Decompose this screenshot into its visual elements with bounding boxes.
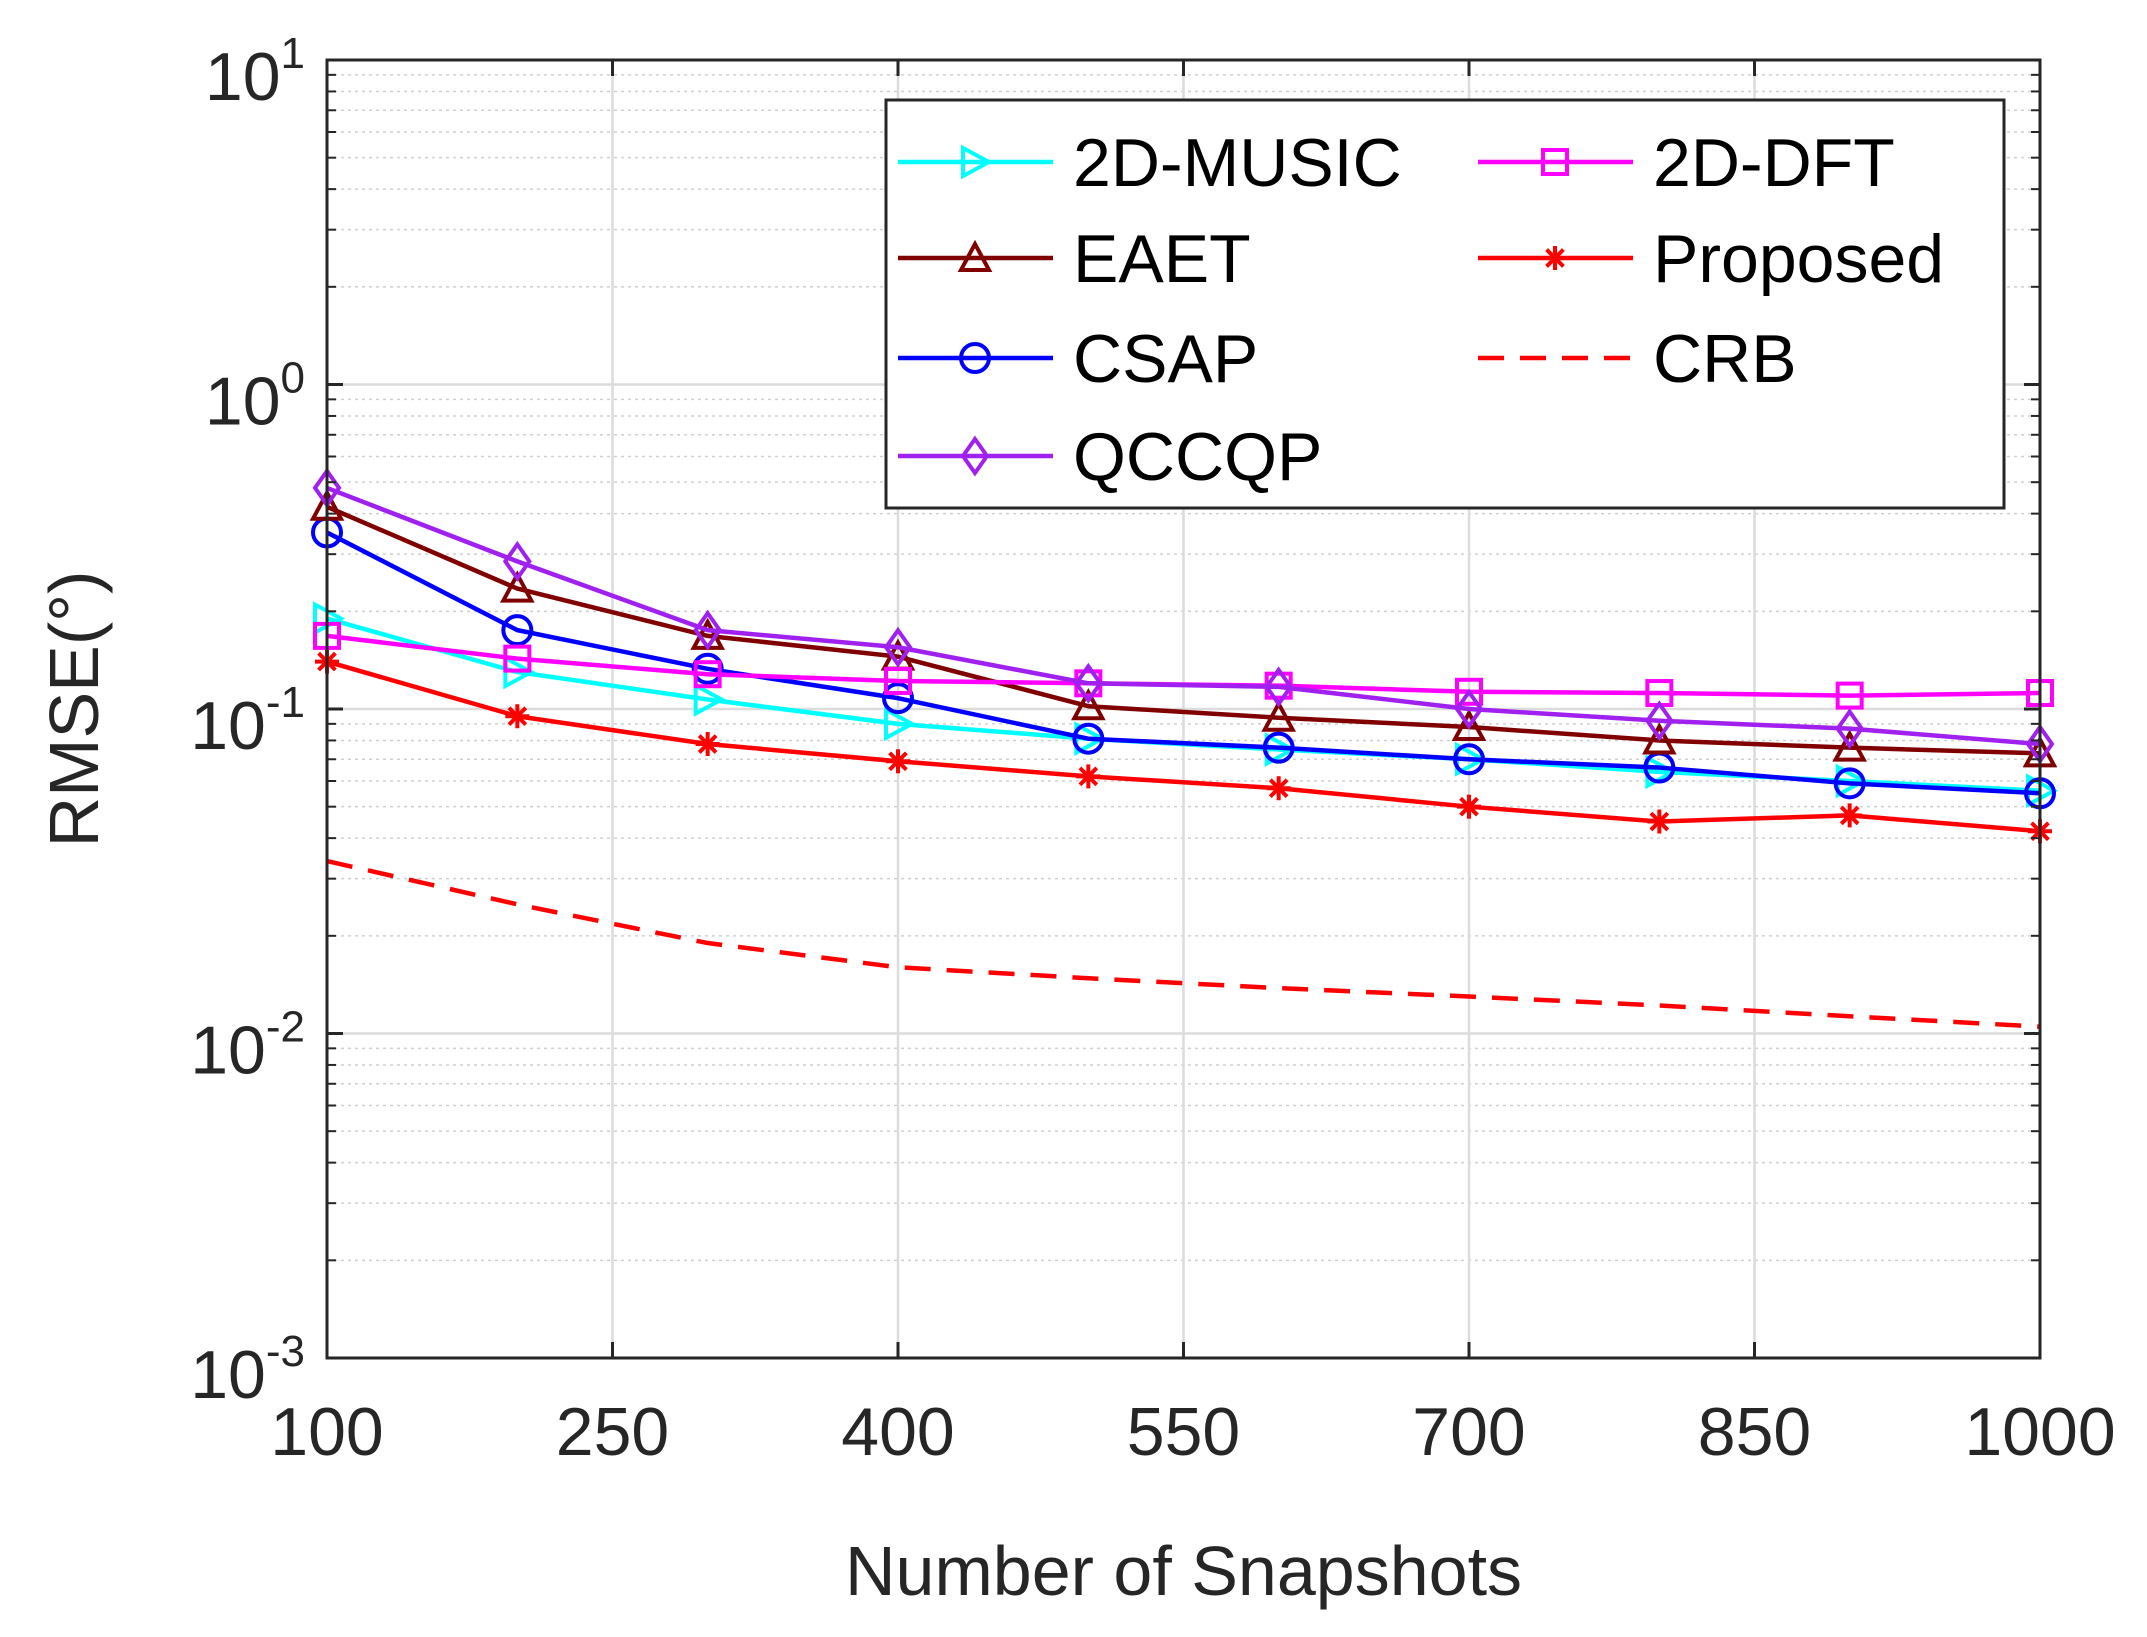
legend-entry-crb: CRB	[1478, 321, 1797, 397]
y-axis-title: RMSE(°)	[35, 571, 113, 848]
y-tick-label: 10-2	[190, 1003, 305, 1089]
data-point-qccqp	[1644, 700, 1674, 742]
data-point-proposed	[1837, 803, 1862, 828]
legend-entry-2d-music: 2D-MUSIC	[898, 125, 1402, 201]
data-point-proposed	[695, 732, 720, 757]
legend-entry-csap: CSAP	[898, 321, 1258, 397]
series-line-qccqp	[326, 485, 2041, 747]
data-point-eaet	[499, 570, 535, 603]
x-tick-label: 400	[841, 1394, 954, 1470]
legend-entry-eaet: EAET	[898, 221, 1251, 297]
asterisk-stroke	[888, 751, 908, 772]
data-point-qccqp	[1264, 666, 1294, 708]
data-point-qccqp	[1835, 708, 1865, 750]
data-point-proposed	[1647, 809, 1672, 834]
data-point-proposed	[1266, 776, 1291, 801]
series-lines	[309, 467, 2059, 1029]
data-point-2d-dft	[1835, 681, 1864, 710]
data-point-eaet	[1261, 699, 1297, 732]
x-tick-label: 550	[1127, 1394, 1240, 1470]
data-point-csap	[882, 682, 914, 715]
data-point-eaet	[1641, 722, 1677, 755]
series-line-csap	[325, 530, 2041, 796]
data-point-csap	[1072, 722, 1105, 755]
legend-marker-2d-music	[961, 144, 994, 180]
legend-marker-csap	[959, 342, 991, 374]
data-point-eaet	[1451, 708, 1487, 742]
axis-ticks: 100 250 400 550 700 850 1000 101 100 10-1 10-2 10-3	[190, 29, 2115, 1470]
series-crb	[326, 858, 2041, 1029]
data-point-csap	[501, 614, 534, 647]
data-point-qccqp	[1454, 688, 1484, 730]
series-line-eaet	[326, 504, 2041, 756]
data-point-2d-music	[693, 682, 726, 717]
asterisk-stroke	[1545, 248, 1565, 268]
y-tick-label: 101	[205, 29, 305, 115]
legend-entry-qccqp: QCCQP	[898, 419, 1322, 495]
data-point-proposed	[1076, 764, 1101, 789]
asterisk-stroke	[507, 706, 528, 727]
data-point-2d-dft	[693, 660, 722, 689]
legend-box	[884, 98, 2006, 510]
legend-label-eaet: EAET	[1073, 221, 1251, 297]
data-point-csap	[1262, 731, 1295, 764]
x-tick-label: 100	[270, 1394, 383, 1470]
x-axis-title: Number of Snapshots	[845, 1532, 1522, 1610]
asterisk-stroke	[697, 734, 718, 754]
data-point-proposed	[1457, 794, 1481, 819]
data-point-2d-dft	[884, 666, 912, 695]
legend-marker-proposed	[1543, 246, 1567, 270]
data-point-csap	[1453, 743, 1485, 776]
data-point-2d-music	[884, 706, 917, 742]
series-line-proposed	[326, 659, 2041, 834]
x-tick-label: 700	[1412, 1394, 1525, 1470]
data-point-proposed	[886, 749, 910, 774]
asterisk-stroke	[1839, 805, 1860, 826]
data-point-qccqp	[502, 540, 532, 582]
data-point-csap	[1833, 767, 1866, 800]
series-line-crb	[326, 858, 2041, 1029]
asterisk-stroke	[1649, 811, 1670, 832]
x-tick-label: 250	[556, 1394, 669, 1470]
legend-label-crb: CRB	[1653, 321, 1797, 397]
data-point-proposed	[505, 704, 530, 729]
legend-label-qccqp: QCCQP	[1073, 419, 1322, 495]
y-tick-label: 10-3	[190, 1327, 305, 1413]
data-point-eaet	[1070, 687, 1106, 721]
asterisk-stroke	[1268, 778, 1289, 799]
legend-label-proposed: Proposed	[1653, 221, 1944, 297]
legend-label-2d-music: 2D-MUSIC	[1073, 125, 1402, 201]
data-point-2d-dft	[1455, 677, 1483, 706]
data-point-2d-dft	[503, 644, 532, 673]
legend: 2D-MUSIC 2D-DFT EAET Proposed CSAP CRB QCCQP	[884, 98, 2006, 510]
asterisk-stroke	[1078, 766, 1099, 787]
asterisk-stroke	[1459, 796, 1479, 817]
legend-label-2d-dft: 2D-DFT	[1653, 125, 1895, 201]
legend-label-csap: CSAP	[1073, 321, 1258, 397]
legend-entry-proposed: Proposed	[1478, 221, 1944, 297]
legend-marker-qccqp	[960, 435, 990, 477]
data-point-qccqp	[693, 609, 723, 651]
legend-entry-2d-dft: 2D-DFT	[1478, 125, 1895, 201]
legend-marker-2d-dft	[1541, 148, 1569, 176]
legend-marker-eaet	[957, 239, 993, 272]
y-tick-label: 100	[205, 354, 305, 440]
x-tick-label: 850	[1698, 1394, 1811, 1470]
x-tick-label: 1000	[1964, 1394, 2115, 1470]
data-point-qccqp	[1073, 662, 1103, 704]
data-point-qccqp	[883, 626, 913, 668]
y-tick-label: 10-1	[190, 678, 305, 764]
data-point-eaet	[1832, 729, 1868, 762]
